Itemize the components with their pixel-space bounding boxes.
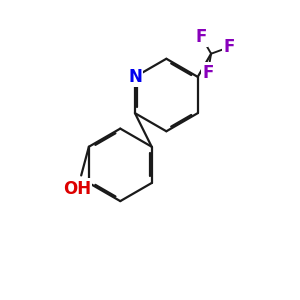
Text: F: F: [224, 38, 235, 56]
Text: F: F: [202, 64, 214, 82]
Text: N: N: [128, 68, 142, 86]
Text: OH: OH: [63, 180, 91, 198]
Text: F: F: [196, 28, 207, 46]
